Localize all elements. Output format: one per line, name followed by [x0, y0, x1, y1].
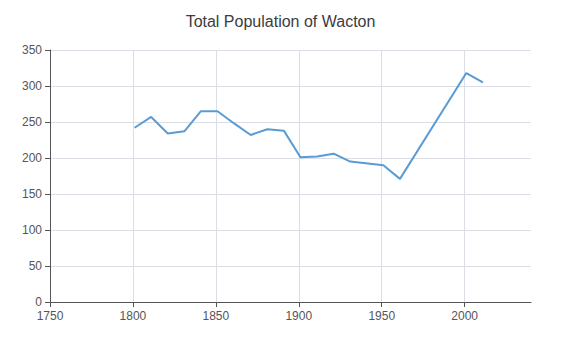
- svg-text:2000: 2000: [451, 309, 478, 323]
- svg-text:Total Population of Wacton: Total Population of Wacton: [186, 13, 376, 30]
- svg-text:350: 350: [22, 43, 42, 57]
- svg-text:100: 100: [22, 223, 42, 237]
- svg-text:300: 300: [22, 79, 42, 93]
- svg-text:200: 200: [22, 151, 42, 165]
- svg-text:50: 50: [29, 259, 43, 273]
- svg-text:1800: 1800: [120, 309, 147, 323]
- svg-text:1750: 1750: [37, 309, 64, 323]
- svg-text:0: 0: [35, 295, 42, 309]
- svg-text:150: 150: [22, 187, 42, 201]
- svg-text:1850: 1850: [203, 309, 230, 323]
- svg-text:1950: 1950: [368, 309, 395, 323]
- svg-text:250: 250: [22, 115, 42, 129]
- svg-text:1900: 1900: [285, 309, 312, 323]
